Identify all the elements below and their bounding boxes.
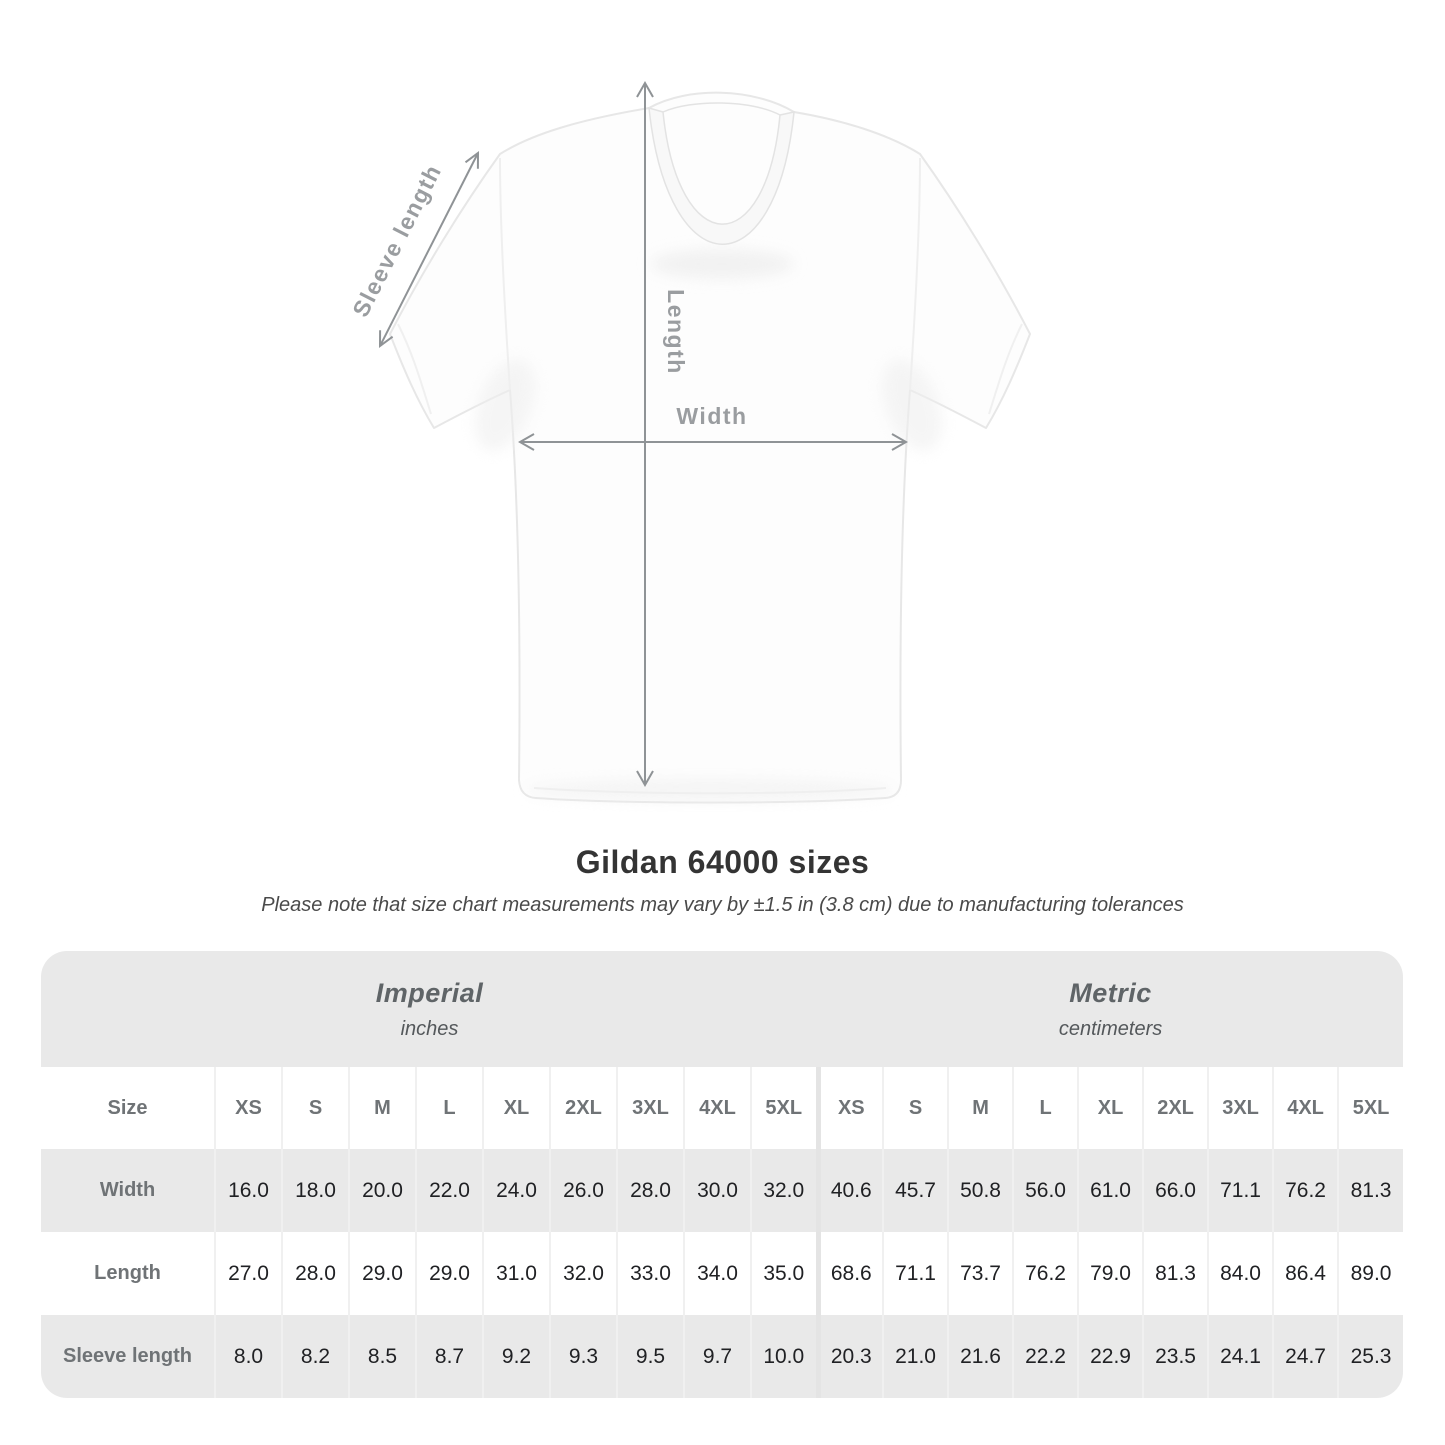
measurement-value-cell: 22.9 bbox=[1077, 1315, 1144, 1398]
size-header-cell: 2XL bbox=[549, 1067, 617, 1149]
length-arrow bbox=[636, 80, 654, 788]
metric-label: Metric bbox=[1069, 977, 1152, 1008]
measurement-value-cell: 81.3 bbox=[1337, 1149, 1403, 1232]
size-header-cell: L bbox=[1012, 1067, 1079, 1149]
size-header-cell: 4XL bbox=[1272, 1067, 1339, 1149]
measurement-value-cell: 66.0 bbox=[1142, 1149, 1209, 1232]
measurement-value-cell: 9.5 bbox=[616, 1315, 684, 1398]
measurement-row: Sleeve length 8.0 8.2 8.5 8.7 9.2 9.3 9.5 9.7 10.… bbox=[41, 1315, 1403, 1398]
measurement-value-cell: 50.8 bbox=[947, 1149, 1014, 1232]
size-header-cell: 3XL bbox=[616, 1067, 684, 1149]
measurement-value-cell: 29.0 bbox=[348, 1232, 416, 1315]
measurement-value-cell: 56.0 bbox=[1012, 1149, 1079, 1232]
metric-unit: centimeters bbox=[1058, 1017, 1163, 1040]
page-title: Gildan 64000 sizes bbox=[575, 844, 870, 880]
measurement-value-cell: 9.2 bbox=[482, 1315, 550, 1398]
size-header-cell: 4XL bbox=[683, 1067, 751, 1149]
width-arrow bbox=[517, 433, 909, 451]
measurement-value-cell: 86.4 bbox=[1272, 1232, 1339, 1315]
size-header-cell: XL bbox=[1077, 1067, 1144, 1149]
sleeve-length-arrow bbox=[378, 151, 480, 348]
size-header-cell: 5XL bbox=[749, 1067, 819, 1149]
measurement-row: Length 27.0 28.0 29.0 29.0 31.0 32.0 33.0 34.0 35… bbox=[41, 1232, 1403, 1315]
imperial-group-header: Imperial inches bbox=[41, 951, 819, 1067]
measurement-value-cell: 71.1 bbox=[1207, 1149, 1274, 1232]
measurement-row-label: Length bbox=[41, 1232, 215, 1315]
size-header-cell: 5XL bbox=[1337, 1067, 1403, 1149]
measurement-value-cell: 8.7 bbox=[415, 1315, 483, 1398]
measurement-value-cell: 45.7 bbox=[882, 1149, 949, 1232]
measurement-value-cell: 25.3 bbox=[1337, 1315, 1403, 1398]
size-table: Imperial inches Metric centimeters Size … bbox=[41, 951, 1403, 1398]
measurement-value-cell: 89.0 bbox=[1337, 1232, 1403, 1315]
length-label: Length bbox=[663, 289, 689, 375]
size-header-cell: S bbox=[882, 1067, 949, 1149]
size-header-cell: 2XL bbox=[1142, 1067, 1209, 1149]
metric-group-header: Metric centimeters bbox=[818, 951, 1403, 1067]
size-header-cell: XS bbox=[214, 1067, 282, 1149]
measurement-value-cell: 84.0 bbox=[1207, 1232, 1274, 1315]
measurement-value-cell: 27.0 bbox=[214, 1232, 282, 1315]
measurement-value-cell: 20.3 bbox=[815, 1315, 884, 1398]
measurement-value-cell: 8.2 bbox=[281, 1315, 349, 1398]
measurement-row-label: Sleeve length bbox=[41, 1315, 215, 1398]
measurement-value-cell: 71.1 bbox=[882, 1232, 949, 1315]
tshirt-illustration bbox=[389, 91, 1031, 804]
measurement-value-cell: 16.0 bbox=[214, 1149, 282, 1232]
measurement-value-cell: 26.0 bbox=[549, 1149, 617, 1232]
measurement-value-cell: 23.5 bbox=[1142, 1315, 1209, 1398]
tolerance-note: Please note that size chart measurements… bbox=[261, 894, 1184, 916]
size-header-cell: XS bbox=[815, 1067, 884, 1149]
imperial-label: Imperial bbox=[375, 977, 484, 1008]
size-header-cell: S bbox=[281, 1067, 349, 1149]
size-header-cell: M bbox=[947, 1067, 1014, 1149]
size-table-grid: Imperial inches Metric centimeters Size … bbox=[41, 951, 1403, 1398]
measurement-value-cell: 35.0 bbox=[749, 1232, 819, 1315]
measurement-value-cell: 24.1 bbox=[1207, 1315, 1274, 1398]
measurement-value-cell: 18.0 bbox=[281, 1149, 349, 1232]
size-header-cell: M bbox=[348, 1067, 416, 1149]
measurement-value-cell: 9.7 bbox=[683, 1315, 751, 1398]
measurement-row-label: Width bbox=[41, 1149, 215, 1232]
measurement-value-cell: 33.0 bbox=[616, 1232, 684, 1315]
size-header-cell: L bbox=[415, 1067, 483, 1149]
unit-band-row: Imperial inches Metric centimeters bbox=[41, 951, 1403, 1067]
tshirt-diagram: Width Length Sleeve length bbox=[347, 80, 1031, 804]
size-column-title: Size bbox=[107, 1096, 148, 1119]
measurement-value-cell: 24.0 bbox=[482, 1149, 550, 1232]
measurement-value-cell: 61.0 bbox=[1077, 1149, 1144, 1232]
measurement-value-cell: 21.0 bbox=[882, 1315, 949, 1398]
measurement-value-cell: 20.0 bbox=[348, 1149, 416, 1232]
measurement-value-cell: 76.2 bbox=[1012, 1232, 1079, 1315]
measurement-value-cell: 68.6 bbox=[815, 1232, 884, 1315]
measurement-value-cell: 9.3 bbox=[549, 1315, 617, 1398]
measurement-value-cell: 8.5 bbox=[348, 1315, 416, 1398]
size-header-cell: XL bbox=[482, 1067, 550, 1149]
measurement-value-cell: 22.0 bbox=[415, 1149, 483, 1232]
measurement-value-cell: 8.0 bbox=[214, 1315, 282, 1398]
measurement-value-cell: 32.0 bbox=[749, 1149, 819, 1232]
size-header-row: Size XS S M L XL 2XL 3XL 4XL 5XL XS S M L XL 2XL 3XL 4XL… bbox=[41, 1067, 1403, 1149]
measurement-value-cell: 73.7 bbox=[947, 1232, 1014, 1315]
measurement-value-cell: 21.6 bbox=[947, 1315, 1014, 1398]
measurement-value-cell: 79.0 bbox=[1077, 1232, 1144, 1315]
measurement-value-cell: 22.2 bbox=[1012, 1315, 1079, 1398]
measurement-value-cell: 40.6 bbox=[815, 1149, 884, 1232]
measurement-value-cell: 24.7 bbox=[1272, 1315, 1339, 1398]
width-label: Width bbox=[676, 403, 747, 429]
measurement-value-cell: 30.0 bbox=[683, 1149, 751, 1232]
measurement-value-cell: 10.0 bbox=[749, 1315, 819, 1398]
measurement-value-cell: 81.3 bbox=[1142, 1232, 1209, 1315]
imperial-unit: inches bbox=[400, 1017, 459, 1040]
measurement-value-cell: 32.0 bbox=[549, 1232, 617, 1315]
measurement-value-cell: 28.0 bbox=[616, 1149, 684, 1232]
measurement-value-cell: 34.0 bbox=[683, 1232, 751, 1315]
measurement-value-cell: 28.0 bbox=[281, 1232, 349, 1315]
measurement-value-cell: 29.0 bbox=[415, 1232, 483, 1315]
measurement-value-cell: 31.0 bbox=[482, 1232, 550, 1315]
measurement-value-cell: 76.2 bbox=[1272, 1149, 1339, 1232]
measurement-row: Width 16.0 18.0 20.0 22.0 24.0 26.0 28.0 30.0 32.… bbox=[41, 1149, 1403, 1232]
size-header-cell: 3XL bbox=[1207, 1067, 1274, 1149]
